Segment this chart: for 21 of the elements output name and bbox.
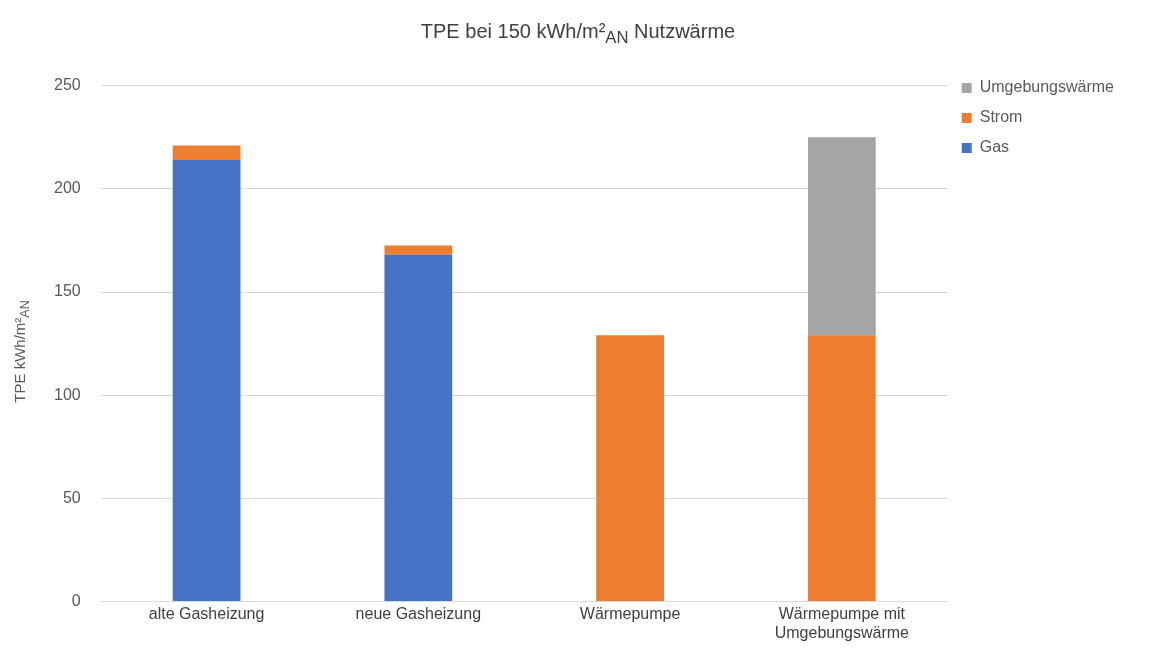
bar — [172, 145, 241, 160]
bar — [384, 254, 453, 602]
legend-label: Umgebungswärme — [979, 78, 1115, 96]
bar — [384, 245, 453, 255]
bar — [172, 159, 241, 602]
chart-title: TPE bei 150 kWh/m²$_{AN}$ Nutzwärme — [419, 19, 737, 49]
bar — [807, 137, 876, 336]
x-tick-label: Wärmepumpe — [579, 604, 681, 622]
y-tick-label: 0 — [71, 592, 81, 610]
legend-label: Gas — [979, 138, 1010, 156]
y-tick-label: 150 — [53, 282, 81, 300]
bar — [596, 335, 664, 602]
x-tick-label: Wärmepumpe mit Umgebungswärme — [774, 604, 910, 641]
legend-label: Strom — [979, 108, 1023, 126]
x-tick-label: alte Gasheizung — [148, 604, 265, 622]
y-tick-label: 200 — [53, 179, 81, 197]
x-tick-label: neue Gasheizung — [355, 604, 482, 622]
y-tick-label: 50 — [62, 488, 81, 506]
y-tick-label: 100 — [53, 385, 81, 403]
bar — [807, 335, 876, 602]
y-tick-label: 250 — [53, 76, 81, 94]
